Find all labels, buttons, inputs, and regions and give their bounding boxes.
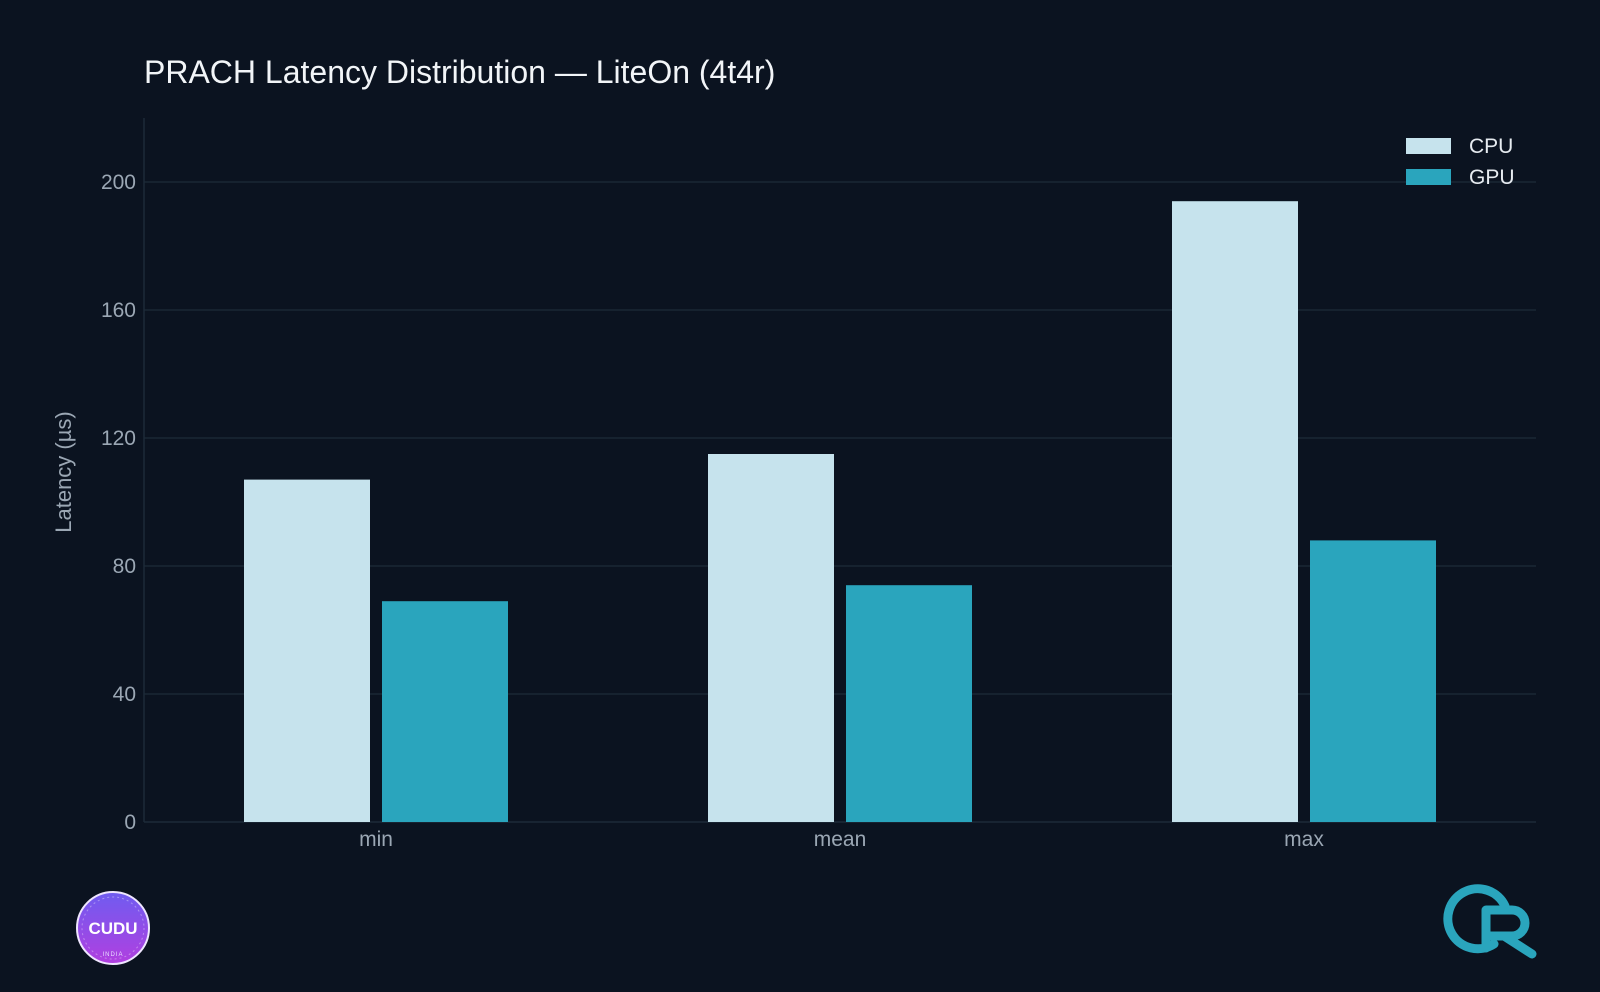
- x-tick-labels: min mean max: [359, 828, 1324, 851]
- y-tick-label-120: 120: [101, 427, 136, 450]
- grid-lines: [144, 181, 1536, 695]
- cudu-india-badge-icon: CUDU INDIA: [76, 891, 150, 965]
- y-tick-label-160: 160: [101, 299, 136, 322]
- x-tick-label-mean: mean: [814, 828, 867, 851]
- x-tick-label-min: min: [359, 828, 393, 851]
- legend-item-gpu[interactable]: GPU: [1406, 166, 1515, 189]
- legend-item-cpu[interactable]: CPU: [1406, 135, 1513, 158]
- legend-swatch-gpu: [1406, 169, 1451, 185]
- bar-gpu-min: [382, 601, 508, 822]
- legend-label-gpu: GPU: [1469, 166, 1515, 189]
- chart-title: PRACH Latency Distribution — LiteOn (4t4…: [144, 54, 775, 90]
- axes: [143, 118, 1536, 823]
- bars: [244, 201, 1436, 822]
- y-tick-label-80: 80: [113, 555, 136, 578]
- legend-swatch-cpu: [1406, 138, 1451, 154]
- x-tick-label-max: max: [1284, 828, 1324, 851]
- bar-cpu-max: [1172, 201, 1298, 822]
- cr-brand-logo-icon: [1443, 884, 1537, 959]
- bar-cpu-mean: [708, 454, 834, 822]
- bar-gpu-max: [1310, 540, 1436, 822]
- y-tick-label-200: 200: [101, 171, 136, 194]
- y-tick-label-40: 40: [113, 683, 136, 706]
- bar-cpu-min: [244, 479, 370, 822]
- y-axis-title: Latency (µs): [51, 411, 76, 533]
- cudu-logo-subtext: INDIA: [102, 952, 123, 958]
- bar-gpu-mean: [846, 585, 972, 822]
- legend-label-cpu: CPU: [1469, 135, 1513, 158]
- legend[interactable]: CPU GPU: [1406, 135, 1515, 189]
- y-tick-labels: 0 40 80 120 160 200: [101, 171, 136, 834]
- cudu-logo-text: CUDU: [88, 919, 137, 938]
- y-tick-label-0: 0: [124, 811, 136, 834]
